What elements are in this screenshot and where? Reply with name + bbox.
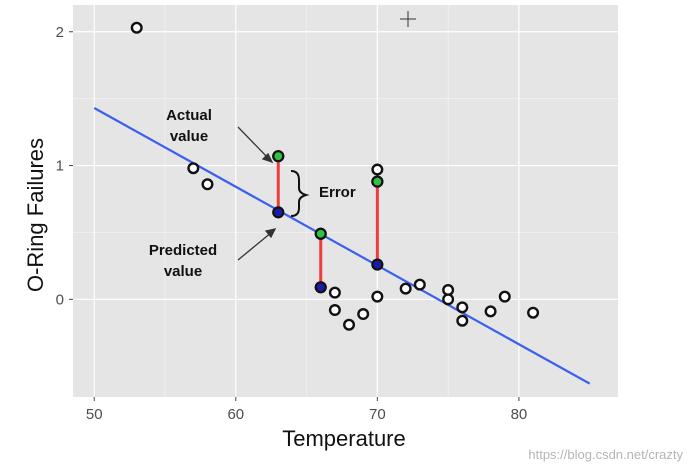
actual-value-point (272, 150, 285, 163)
data-point (328, 286, 341, 299)
data-point (357, 308, 370, 321)
y-tick-label: 0 (56, 291, 64, 308)
data-point (130, 21, 143, 34)
annotation-predicted-line1: Predicted (149, 242, 217, 259)
data-point (456, 314, 469, 327)
x-tick-label: 80 (511, 406, 528, 423)
data-point (527, 306, 540, 319)
y-axis-ticks: 0 1 2 (56, 24, 73, 308)
predicted-value-point (371, 258, 384, 271)
highlighted-points (272, 150, 384, 294)
data-point (456, 301, 469, 314)
grid (73, 5, 618, 397)
actual-value-point (371, 175, 384, 188)
predicted-value-point (272, 206, 285, 219)
predicted-value-point (314, 281, 327, 294)
data-point (442, 293, 455, 306)
y-tick-label: 1 (56, 158, 64, 175)
x-tick-label: 50 (86, 406, 103, 423)
arrow-predicted (237, 231, 273, 261)
error-brace (290, 170, 310, 217)
data-point (371, 163, 384, 176)
x-tick-label: 70 (369, 406, 386, 423)
regression-line (93, 107, 591, 385)
annotation-error: Error (319, 184, 356, 201)
y-axis-label: O-Ring Failures (23, 138, 48, 292)
data-point (484, 305, 497, 318)
annotation-predicted-line2: value (164, 263, 202, 280)
plot-panel (73, 5, 618, 397)
annotation-arrows (237, 126, 277, 261)
data-point (201, 178, 214, 191)
arrow-predicted-head (264, 228, 277, 239)
data-point (371, 290, 384, 303)
x-tick-label: 60 (227, 406, 244, 423)
x-axis-label: Temperature (282, 426, 406, 451)
data-point (399, 282, 412, 295)
actual-value-point (314, 227, 327, 240)
data-point (413, 278, 426, 291)
x-axis-ticks: 50 60 70 80 (86, 397, 527, 423)
data-point (442, 283, 455, 296)
data-point (328, 304, 341, 317)
annotation-actual-line1: Actual (166, 107, 212, 124)
arrow-actual-head (261, 152, 274, 164)
arrow-actual (237, 126, 271, 161)
annotation-actual-line2: value (170, 128, 208, 145)
data-point (498, 290, 511, 303)
y-tick-label: 2 (56, 24, 64, 41)
crosshair-cursor-icon (400, 11, 416, 27)
data-point (187, 162, 200, 175)
residual-lines (276, 156, 379, 288)
data-point (343, 318, 356, 331)
watermark: https://blog.csdn.net/crazty (528, 447, 683, 462)
